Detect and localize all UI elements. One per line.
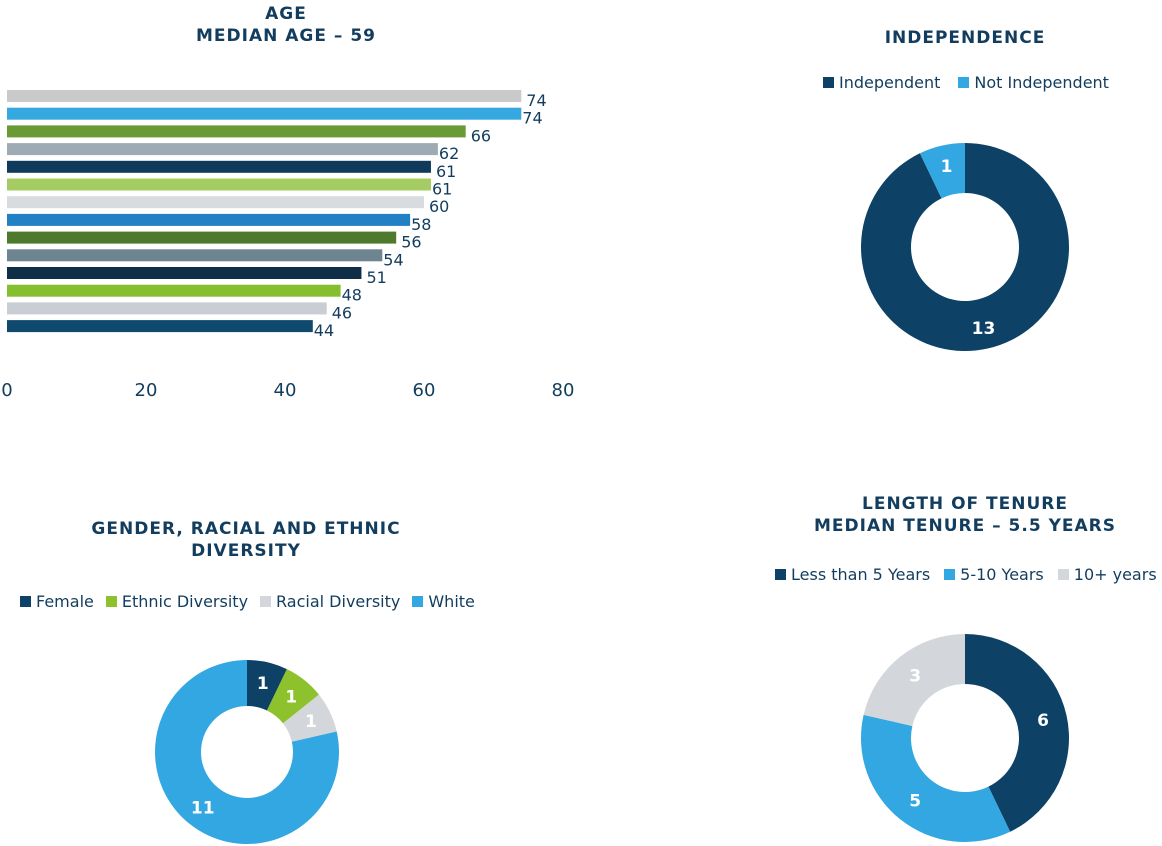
diversity-slice bbox=[247, 660, 287, 711]
age-bar bbox=[7, 160, 431, 173]
age-bar-value-label: 44 bbox=[314, 321, 334, 340]
age-bar-value-label: 60 bbox=[429, 197, 449, 216]
age-bar-value-label: 66 bbox=[471, 126, 491, 145]
diversity-slice bbox=[282, 694, 337, 742]
age-x-tick-label: 80 bbox=[552, 380, 575, 401]
diversity-slice-label: 11 bbox=[191, 799, 215, 819]
tenure-slice bbox=[863, 634, 965, 726]
legend-label: Ethnic Diversity bbox=[121, 592, 249, 611]
diversity-slice-label: 1 bbox=[305, 712, 317, 732]
age-bar bbox=[7, 178, 431, 191]
legend-swatch-female bbox=[20, 596, 31, 607]
independence-slice-label: 1 bbox=[941, 157, 953, 177]
age-bar bbox=[7, 196, 424, 209]
age-bar bbox=[7, 125, 466, 138]
age-bar-value-label: 61 bbox=[432, 180, 452, 199]
legend-swatch-independent bbox=[823, 77, 834, 88]
age-bar bbox=[7, 267, 362, 279]
legend-item-female: Female bbox=[20, 592, 94, 611]
legend-label: Less than 5 Years bbox=[791, 565, 931, 584]
age-bar-value-label: 61 bbox=[436, 162, 456, 181]
age-bar bbox=[7, 107, 522, 120]
age-bar bbox=[7, 213, 411, 226]
age-x-tick-label: 20 bbox=[135, 380, 158, 401]
age-x-tick-label: 40 bbox=[274, 380, 297, 401]
diversity-title: GENDER, RACIAL AND ETHNIC DIVERSITY bbox=[66, 518, 426, 562]
legend-item-racial-diversity: Racial Diversity bbox=[260, 592, 400, 611]
legend-label: Not Independent bbox=[974, 73, 1109, 92]
legend-swatch-racial-diversity bbox=[260, 596, 272, 607]
age-bar bbox=[7, 320, 313, 333]
age-bar bbox=[7, 302, 327, 315]
age-bar bbox=[7, 284, 341, 297]
legend-label: White bbox=[428, 592, 475, 611]
age-bar bbox=[7, 231, 397, 244]
age-bar-value-label: 74 bbox=[526, 91, 546, 110]
age-bar bbox=[7, 143, 438, 156]
tenure-title: LENGTH OF TENURE MEDIAN TENURE – 5.5 YEA… bbox=[790, 493, 1140, 537]
legend-swatch-not-independent bbox=[958, 77, 970, 88]
age-bar bbox=[7, 90, 522, 102]
legend-swatch-5-10 bbox=[944, 569, 956, 580]
legend-label: Female bbox=[36, 592, 94, 611]
diversity-slice bbox=[154, 660, 339, 844]
diversity-slice-label: 1 bbox=[257, 674, 269, 694]
diversity-legend: Female Ethnic Diversity Racial Diversity… bbox=[20, 592, 475, 611]
age-bar-value-label: 51 bbox=[366, 268, 386, 287]
age-chart-title: AGE MEDIAN AGE – 59 bbox=[186, 3, 386, 47]
legend-label: 10+ years bbox=[1073, 565, 1157, 584]
age-x-tick-label: 60 bbox=[413, 380, 436, 401]
age-x-tick-label: 0 bbox=[1, 380, 12, 401]
tenure-subtitle: MEDIAN TENURE – 5.5 YEARS bbox=[814, 516, 1116, 536]
independence-title: INDEPENDENCE bbox=[884, 28, 1046, 48]
independence-slice bbox=[919, 143, 965, 199]
diversity-slice bbox=[266, 669, 319, 724]
tenure-slice bbox=[861, 714, 1011, 842]
legend-swatch-white bbox=[412, 596, 424, 607]
legend-label: Racial Diversity bbox=[276, 592, 401, 611]
age-bar-value-label: 54 bbox=[383, 250, 403, 269]
legend-item-ethnic-diversity: Ethnic Diversity bbox=[105, 592, 249, 611]
age-bar-value-label: 62 bbox=[439, 144, 459, 163]
age-bar-value-label: 58 bbox=[411, 215, 431, 234]
tenure-slice-label: 6 bbox=[1037, 711, 1049, 731]
legend-item-less-than-5: Less than 5 Years bbox=[775, 565, 930, 584]
legend-item-independent: Independent bbox=[823, 73, 940, 92]
legend-swatch-less-than-5 bbox=[775, 569, 786, 580]
tenure-slice bbox=[965, 634, 1069, 832]
diversity-title-line1: GENDER, RACIAL AND ETHNIC bbox=[91, 519, 401, 539]
legend-item-10-plus: 10+ years bbox=[1057, 565, 1157, 584]
legend-label: 5-10 Years bbox=[960, 565, 1044, 584]
age-bar-value-label: 74 bbox=[522, 109, 542, 128]
tenure-title-line1: LENGTH OF TENURE bbox=[862, 494, 1068, 514]
legend-swatch-ethnic-diversity bbox=[105, 596, 117, 607]
tenure-slice-label: 3 bbox=[909, 666, 921, 686]
tenure-legend: Less than 5 Years 5-10 Years 10+ years bbox=[775, 565, 1157, 584]
independence-slice bbox=[861, 143, 1070, 352]
age-bar bbox=[7, 249, 383, 262]
tenure-slice-label: 5 bbox=[909, 792, 921, 812]
age-bar-value-label: 46 bbox=[332, 303, 352, 322]
legend-swatch-10-plus bbox=[1057, 569, 1069, 580]
age-bar-value-label: 48 bbox=[342, 286, 362, 305]
legend-item-not-independent: Not Independent bbox=[958, 73, 1109, 92]
legend-item-white: White bbox=[412, 592, 475, 611]
diversity-slice-label: 1 bbox=[285, 687, 297, 707]
legend-label: Independent bbox=[839, 73, 941, 92]
age-title: AGE bbox=[265, 4, 307, 24]
age-bar-value-label: 56 bbox=[401, 233, 421, 252]
legend-item-5-10: 5-10 Years bbox=[944, 565, 1044, 584]
independence-slice-label: 13 bbox=[972, 319, 996, 339]
independence-legend: Independent Not Independent bbox=[823, 73, 1109, 92]
age-subtitle: MEDIAN AGE – 59 bbox=[196, 26, 376, 46]
diversity-title-line2: DIVERSITY bbox=[191, 541, 301, 561]
